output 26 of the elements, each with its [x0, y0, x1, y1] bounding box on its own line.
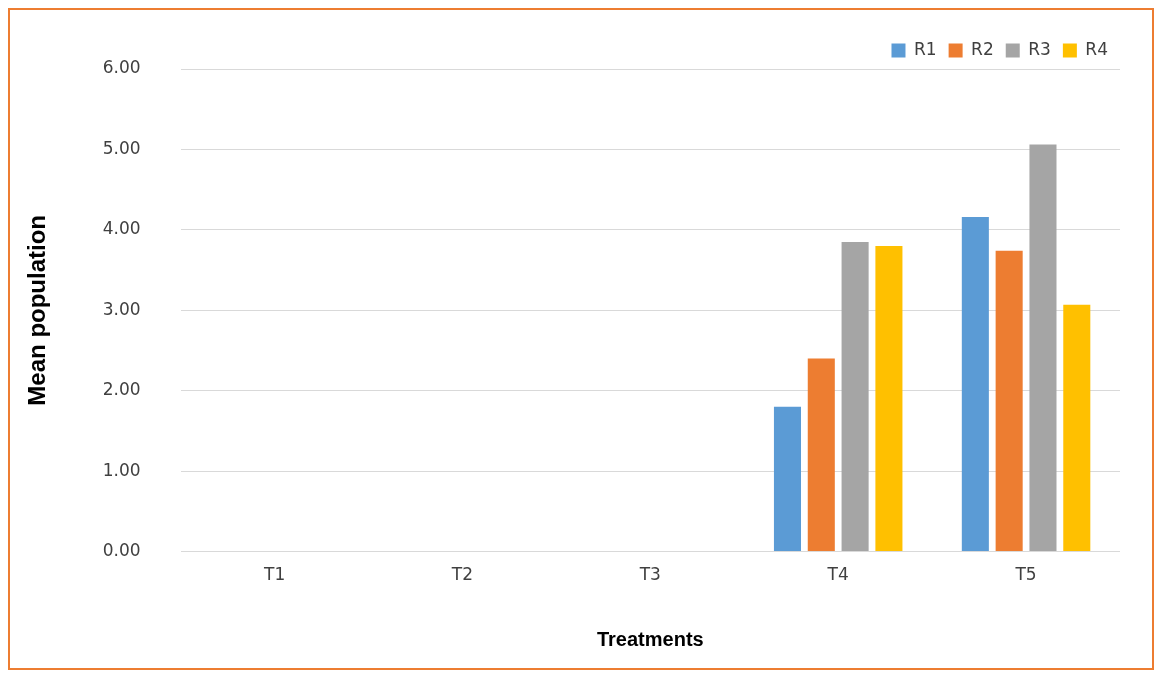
y-tick-label: 3.00 — [102, 298, 141, 319]
bar — [995, 250, 1023, 552]
y-tick-label: 4.00 — [102, 218, 141, 239]
y-axis-title: Mean population — [23, 214, 51, 406]
x-tick-label: T5 — [1014, 564, 1037, 585]
bar — [1029, 144, 1057, 552]
bar — [1063, 304, 1091, 552]
legend-label: R1 — [913, 38, 937, 59]
y-tick-label: 5.00 — [102, 137, 141, 158]
bar — [875, 245, 903, 552]
y-tick-label: 0.00 — [102, 540, 141, 561]
bar — [961, 217, 989, 552]
y-tick-label: 2.00 — [102, 379, 141, 400]
y-tick-label: 6.00 — [102, 57, 141, 78]
bar — [841, 241, 869, 552]
legend-label: R4 — [1085, 38, 1109, 59]
x-tick-label: T3 — [638, 564, 661, 585]
x-tick-label: T4 — [826, 564, 849, 585]
bar — [807, 358, 835, 552]
legend-label: R3 — [1028, 38, 1051, 59]
x-tick-label: T1 — [262, 564, 286, 585]
x-axis-title: Treatments — [596, 627, 704, 650]
legend-label: R2 — [971, 38, 994, 59]
bar — [773, 406, 801, 552]
x-tick-label: T2 — [450, 564, 474, 585]
y-tick-label: 1.00 — [102, 459, 141, 480]
